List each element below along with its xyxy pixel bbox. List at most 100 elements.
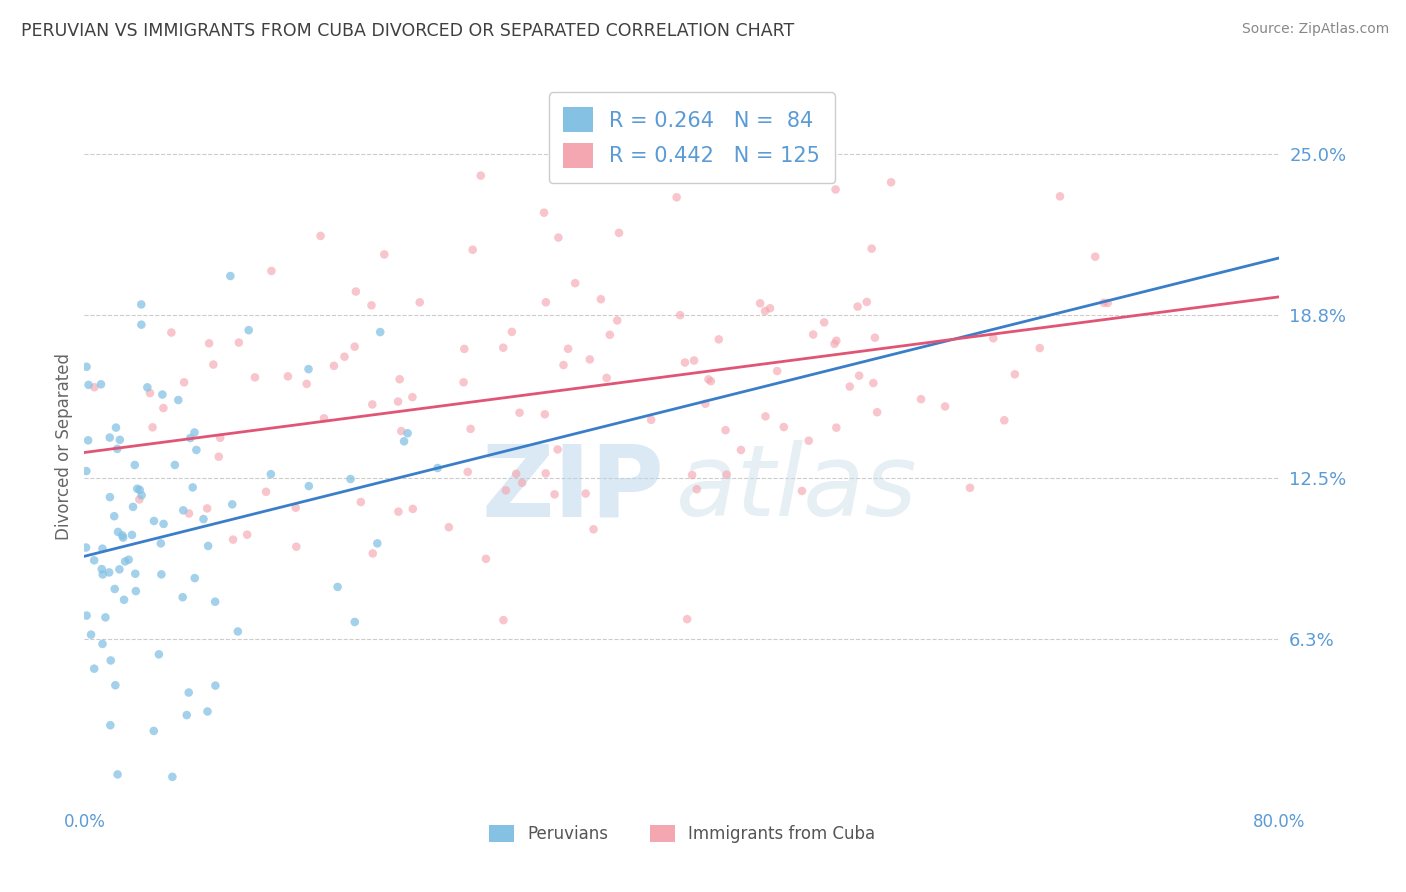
Point [373,247,395,261]
Point [823,336,845,351]
Point [208,450,231,464]
Point [195,501,218,516]
Point [108,433,131,447]
Point [838,379,860,393]
Point [333,350,356,364]
Point [104,582,127,596]
Point [297,362,319,376]
Point [533,205,555,219]
Legend: Peruvians, Immigrants from Cuba: Peruvians, Immigrants from Cuba [481,817,883,852]
Point [219,268,242,283]
Point [298,479,321,493]
Point [339,472,361,486]
Point [766,364,789,378]
Point [285,540,308,554]
Point [595,371,617,385]
Point [226,624,249,639]
Point [389,424,412,438]
Point [75,464,97,478]
Point [127,482,149,496]
Point [197,705,219,719]
Point [707,332,730,346]
Point [128,483,150,497]
Point [181,480,204,494]
Point [124,566,146,581]
Point [284,500,307,515]
Point [163,458,186,472]
Point [754,409,776,424]
Point [368,325,391,339]
Point [184,571,207,585]
Point [543,487,565,501]
Point [492,341,515,355]
Point [209,431,232,445]
Point [114,554,136,568]
Point [83,380,105,394]
Point [582,522,605,536]
Point [553,358,575,372]
Point [547,442,569,457]
Point [260,264,283,278]
Point [129,297,152,311]
Point [160,326,183,340]
Point [83,553,105,567]
Point [716,467,738,482]
Point [221,497,243,511]
Point [122,500,145,514]
Point [862,376,884,390]
Point [669,308,692,322]
Point [801,327,824,342]
Point [863,331,886,345]
Point [136,380,159,394]
Point [392,434,415,449]
Point [112,531,135,545]
Point [142,420,165,434]
Point [98,431,121,445]
Point [148,648,170,662]
Point [387,505,409,519]
Point [1097,296,1119,310]
Point [730,442,752,457]
Point [700,374,723,388]
Point [599,327,621,342]
Point [105,442,128,456]
Point [323,359,346,373]
Point [125,584,148,599]
Point [1049,189,1071,203]
Point [585,126,607,140]
Point [981,331,1004,345]
Point [910,392,932,406]
Point [118,552,141,566]
Point [107,524,129,539]
Point [90,562,112,576]
Point [236,527,259,541]
Point [104,420,127,434]
Point [108,562,131,576]
Point [1084,250,1107,264]
Point [277,369,299,384]
Point [578,352,600,367]
Point [143,514,166,528]
Point [402,501,425,516]
Point [228,335,250,350]
Point [749,296,772,310]
Point [142,723,165,738]
Point [437,520,460,534]
Point [177,507,200,521]
Y-axis label: Divorced or Separated: Divorced or Separated [55,352,73,540]
Point [77,434,100,448]
Point [683,353,706,368]
Point [848,368,870,383]
Point [176,708,198,723]
Point [91,541,114,556]
Point [162,770,184,784]
Point [121,528,143,542]
Text: atlas: atlas [676,441,918,537]
Point [396,426,419,441]
Point [77,377,100,392]
Point [326,580,349,594]
Point [409,295,432,310]
Point [697,372,720,386]
Point [197,539,219,553]
Point [1004,368,1026,382]
